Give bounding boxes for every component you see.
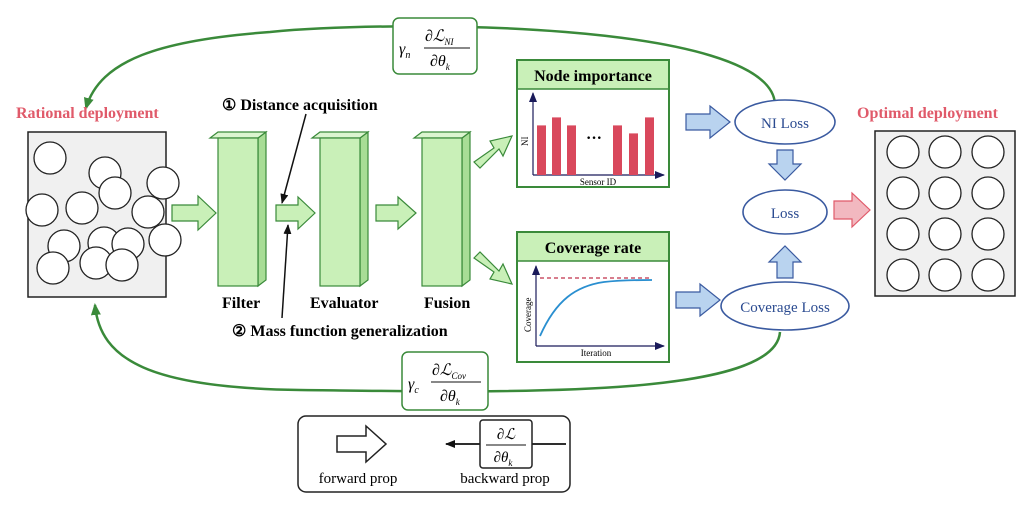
gamma-c-symbol: γc	[408, 376, 419, 396]
total-loss-node	[742, 189, 828, 235]
ni-bar	[567, 125, 576, 175]
fusion-to-coverage-arrow	[473, 251, 514, 285]
bottom-gradient-denominator: ∂θk	[440, 388, 461, 407]
sensor-node	[971, 258, 1005, 292]
coverage-loss-node	[720, 281, 850, 331]
gamma-n-symbol: γn	[399, 41, 410, 61]
top-gradient-denominator: ∂θk	[430, 53, 451, 72]
sensor-node	[971, 135, 1005, 169]
coverage-loss-label: Coverage Loss	[740, 300, 830, 316]
legend-forward-label: forward prop	[319, 471, 398, 487]
sensor-node	[928, 217, 962, 251]
rational-sensor-nodes	[25, 141, 182, 285]
sensor-node	[886, 258, 920, 292]
sensor-node	[971, 217, 1005, 251]
evaluator-label: Evaluator	[310, 295, 378, 312]
evaluator-to-fusion-arrow	[375, 195, 417, 231]
filter-layer	[208, 130, 268, 288]
sensor-node	[928, 176, 962, 210]
sensor-node	[33, 141, 67, 175]
evaluator-layer	[310, 130, 370, 288]
optimal-deployment-title: Optimal deployment	[857, 105, 999, 122]
ni-ellipsis: ···	[586, 130, 602, 147]
legend-gradient-denominator: ∂θk	[494, 450, 514, 468]
optimal-sensor-grid	[886, 135, 1005, 292]
ni-bar	[613, 125, 622, 175]
fusion-layer	[412, 130, 472, 288]
sensor-node	[98, 176, 132, 210]
top-gradient-numerator: ∂ℒNI	[425, 28, 454, 47]
step-mass-function: ② Mass function generalization	[232, 323, 448, 340]
sensor-node	[36, 251, 70, 285]
sensor-node	[928, 135, 962, 169]
node-importance-title: Node importance	[534, 68, 652, 85]
coverage-rate-panel: Coverage rate Coverage Iteration	[516, 231, 670, 363]
legend-gradient-numerator: ∂ℒ	[497, 427, 516, 443]
ni-loss-node	[734, 99, 836, 145]
rational-deployment-title: Rational deployment	[16, 105, 159, 122]
sensor-node	[148, 223, 182, 257]
sensor-node	[928, 258, 962, 292]
sensor-node	[105, 248, 139, 282]
legend: forward prop ∂ℒ ∂θk backward prop	[297, 415, 571, 493]
bottom-gradient-numerator: ∂ℒCov	[432, 362, 466, 381]
bottom-feedback-loop	[90, 303, 782, 393]
bottom-gradient-label: γc ∂ℒCov ∂θk	[401, 351, 489, 411]
sensor-node	[886, 217, 920, 251]
ni-to-total-loss-arrow	[767, 149, 803, 181]
coverage-x-label: Iteration	[581, 348, 612, 358]
top-feedback-loop	[84, 25, 777, 110]
sensor-node	[25, 193, 59, 227]
step-distance-acquisition: ① Distance acquisition	[222, 97, 378, 114]
ni-bar	[645, 117, 654, 175]
legend-backward-label: backward prop	[460, 471, 550, 487]
ni-y-label: NI	[520, 137, 530, 147]
ni-bars	[537, 117, 654, 175]
sensor-node	[886, 176, 920, 210]
sensor-node	[886, 135, 920, 169]
sensor-node	[131, 195, 165, 229]
filter-label: Filter	[222, 295, 260, 312]
input-forward-arrow	[171, 194, 217, 232]
sensor-node	[146, 166, 180, 200]
ni-to-loss-arrow	[685, 104, 731, 140]
ni-loss-label: NI Loss	[761, 116, 809, 132]
step2-pointer	[281, 224, 292, 319]
fusion-label: Fusion	[424, 295, 470, 312]
ni-bar	[629, 133, 638, 175]
output-arrow	[833, 191, 871, 229]
filter-to-evaluator-arrow	[275, 195, 316, 231]
sensor-node	[971, 176, 1005, 210]
node-importance-panel: Node importance NI Sensor ID ···	[516, 59, 670, 188]
fusion-to-ni-arrow	[473, 135, 514, 169]
coverage-curve	[539, 279, 653, 337]
ni-x-label: Sensor ID	[580, 177, 617, 187]
sensor-node	[65, 191, 99, 225]
top-gradient-label: γn ∂ℒNI ∂θk	[392, 17, 478, 75]
ni-bar	[537, 125, 546, 175]
total-loss-label: Loss	[771, 206, 800, 222]
coverage-rate-title: Coverage rate	[545, 240, 641, 257]
legend-forward-arrow	[336, 424, 388, 464]
step1-pointer	[280, 113, 307, 204]
ni-bar	[552, 117, 561, 175]
coverage-to-total-loss-arrow	[767, 245, 803, 279]
coverage-to-loss-arrow	[675, 282, 721, 318]
coverage-y-label: Coverage	[523, 298, 533, 332]
